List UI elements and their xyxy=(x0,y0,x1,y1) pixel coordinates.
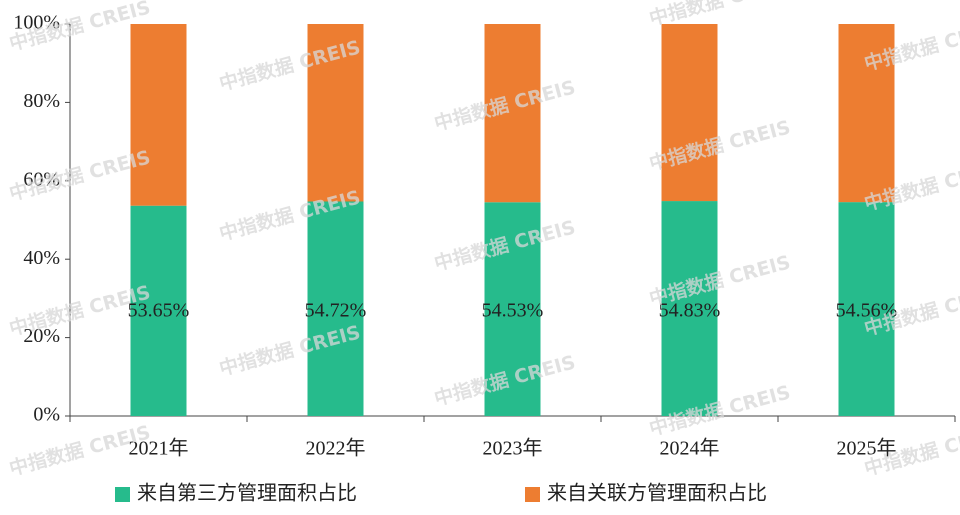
data-label: 54.56% xyxy=(836,300,898,322)
bar-segment xyxy=(838,202,895,416)
data-label: 53.65% xyxy=(128,300,190,322)
legend-swatch xyxy=(525,487,540,502)
legend-swatch xyxy=(115,487,130,502)
y-tick-label: 80% xyxy=(23,90,60,112)
data-label: 54.83% xyxy=(659,300,721,322)
bar-segment xyxy=(307,201,364,416)
y-tick-label: 0% xyxy=(33,404,60,426)
bar-segment xyxy=(130,205,187,416)
bar-segment xyxy=(661,24,718,202)
x-tick-label: 2023年 xyxy=(483,437,543,460)
legend-label: 来自第三方管理面积占比 xyxy=(137,482,357,505)
x-tick-label: 2021年 xyxy=(129,437,189,460)
x-tick-label: 2024年 xyxy=(660,437,720,460)
bar-segment xyxy=(130,24,187,206)
x-tick-label: 2025年 xyxy=(837,437,897,460)
y-tick-label: 20% xyxy=(23,325,60,347)
legend-label: 来自关联方管理面积占比 xyxy=(547,482,767,505)
y-tick-label: 40% xyxy=(23,247,60,269)
y-tick-label: 100% xyxy=(13,12,60,34)
data-label: 54.72% xyxy=(305,300,367,322)
bar-segment xyxy=(661,201,718,416)
watermark: 中指数据 CREIS xyxy=(647,0,793,30)
bar-segment xyxy=(484,24,541,203)
bar-segment xyxy=(307,24,364,202)
bar-segment xyxy=(484,202,541,416)
data-label: 54.53% xyxy=(482,300,544,322)
x-tick-label: 2022年 xyxy=(306,437,366,460)
y-tick-label: 60% xyxy=(23,168,60,190)
bar-segment xyxy=(838,24,895,203)
